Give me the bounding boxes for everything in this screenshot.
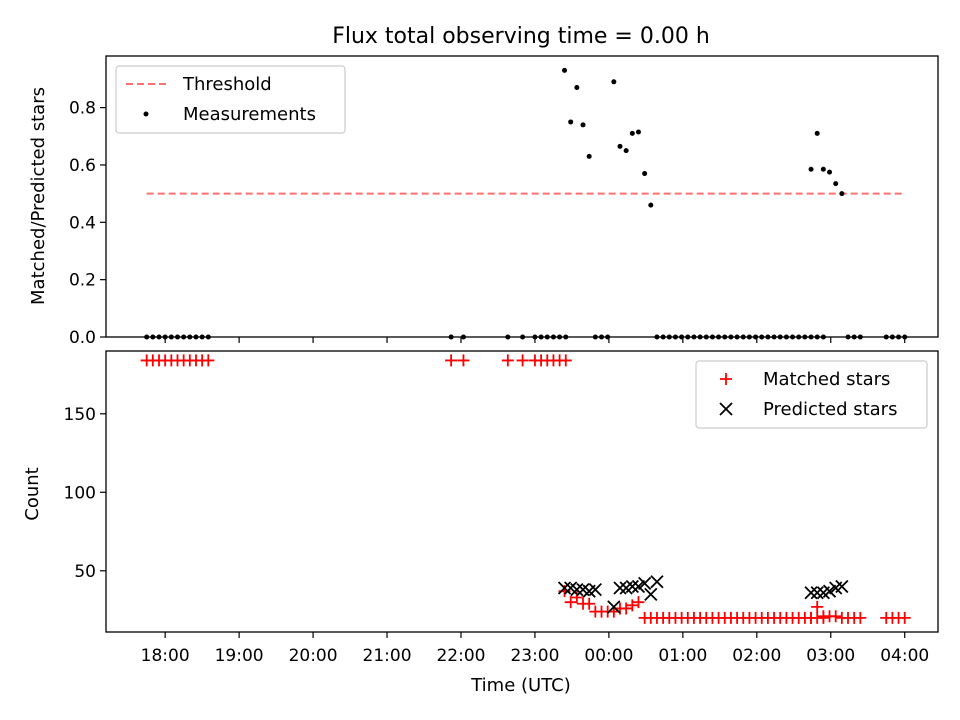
x-tick-label: 03:00: [806, 646, 855, 666]
matched-star-marker: [457, 354, 470, 367]
measurement-point: [808, 166, 814, 172]
bottom-panel: Count Time (UTC) 50 100 150 18:00 19:00 20:0…: [22, 350, 939, 696]
top-plot-frame: [105, 55, 939, 338]
measurement-point: [827, 169, 833, 175]
x-tick-label: 22:00: [436, 646, 485, 666]
predicted-star-marker: [810, 586, 824, 600]
predicted-star-marker: [625, 579, 639, 594]
measurement-point: [839, 191, 845, 197]
predicted-stars-legend-label: Predicted stars: [763, 399, 897, 420]
bottom-plot-marks: [140, 354, 911, 624]
measurement-point: [635, 129, 641, 135]
measurement-point: [648, 202, 654, 208]
matched-star-marker: [805, 611, 818, 624]
top-y-tick-label: 0.0: [69, 328, 96, 348]
matched-star-marker: [202, 354, 215, 367]
predicted-star-marker: [822, 584, 837, 598]
matched-star-marker: [811, 600, 824, 613]
predicted-stars-legend-swatch: [719, 402, 733, 416]
matched-star-marker: [583, 597, 596, 610]
top-y-tick-label: 0.4: [69, 213, 96, 233]
measurement-point: [642, 171, 648, 177]
top-legend-box: [115, 65, 346, 134]
predicted-star-marker: [588, 582, 602, 597]
top-y-axis-label: Matched/Predicted stars: [28, 87, 49, 305]
matched-star-marker: [854, 611, 867, 624]
x-tick-label: 21:00: [363, 646, 412, 666]
bottom-y-ticks: 50 100 150: [64, 405, 106, 582]
bottom-y-tick-label: 50: [74, 562, 96, 582]
predicted-star-marker: [835, 579, 849, 594]
bottom-y-tick-label: 100: [64, 483, 96, 503]
matched-star-marker: [898, 611, 911, 624]
bottom-legend-box: [695, 360, 928, 429]
measurement-point: [580, 122, 586, 128]
measurement-point: [586, 153, 592, 159]
predicted-star-marker: [607, 600, 621, 614]
measurements-legend-swatch: [143, 111, 149, 117]
x-tick-label: 04:00: [880, 646, 929, 666]
measurement-point: [623, 148, 629, 154]
predicted-star-marker: [804, 586, 818, 600]
measurement-point: [568, 119, 574, 125]
measurement-point: [562, 67, 568, 73]
matched-star-marker: [620, 602, 633, 615]
measurement-point: [814, 130, 820, 136]
bottom-x-axis-label: Time (UTC): [470, 675, 571, 696]
top-panel: Flux total observing time = 0.00 h Match…: [28, 24, 939, 348]
x-tick-label: 01:00: [658, 646, 707, 666]
bottom-y-tick-label: 150: [64, 405, 96, 425]
x-tick-label: 19:00: [215, 646, 264, 666]
measurement-point: [820, 166, 826, 172]
predicted-star-marker: [631, 579, 646, 594]
bottom-y-axis-label: Count: [22, 467, 43, 520]
measurement-point: [617, 143, 623, 149]
top-legend: Threshold Measurements: [115, 65, 346, 134]
top-y-tick-label: 0.6: [69, 156, 96, 176]
matched-star-marker: [501, 354, 514, 367]
x-tick-label: 23:00: [510, 646, 559, 666]
measurement-point: [833, 181, 839, 187]
x-tick-label: 20:00: [289, 646, 338, 666]
predicted-star-marker: [644, 587, 658, 601]
bottom-plot-frame: [105, 350, 939, 633]
top-x-ticks: [164, 337, 906, 343]
measurements-legend-label: Measurements: [183, 104, 316, 125]
matched-star-marker: [829, 610, 842, 623]
threshold-legend-label: Threshold: [182, 74, 272, 95]
measurement-point: [574, 85, 580, 91]
measurement-point: [611, 79, 617, 85]
matched-star-marker: [564, 596, 577, 609]
matched-star-marker: [445, 354, 458, 367]
top-chart-title: Flux total observing time = 0.00 h: [332, 24, 710, 49]
matched-stars-legend-swatch: [720, 373, 732, 385]
matched-star-marker: [516, 354, 529, 367]
top-y-ticks: 0.0 0.2 0.4 0.6 0.8: [69, 99, 106, 348]
x-tick-label: 00:00: [584, 646, 633, 666]
bottom-legend: Matched stars Predicted stars: [695, 360, 928, 429]
predicted-star-marker: [570, 582, 584, 597]
measurement-point: [629, 130, 635, 136]
matched-star-marker: [559, 354, 572, 367]
x-tick-label: 18:00: [141, 646, 190, 666]
predicted-star-marker: [557, 581, 572, 595]
top-y-tick-label: 0.2: [69, 271, 96, 291]
matched-stars-legend-label: Matched stars: [763, 369, 890, 390]
predicted-star-marker: [638, 576, 652, 590]
bottom-x-ticks: 18:00 19:00 20:00 21:00 22:00 23:00 00:00 01:00…: [141, 632, 929, 666]
x-tick-label: 02:00: [732, 646, 781, 666]
predicted-star-marker: [613, 581, 627, 595]
top-y-tick-label: 0.8: [69, 99, 96, 119]
predicted-star-marker: [650, 575, 664, 589]
matched-star-marker: [632, 596, 645, 609]
matched-star-marker: [626, 599, 639, 612]
